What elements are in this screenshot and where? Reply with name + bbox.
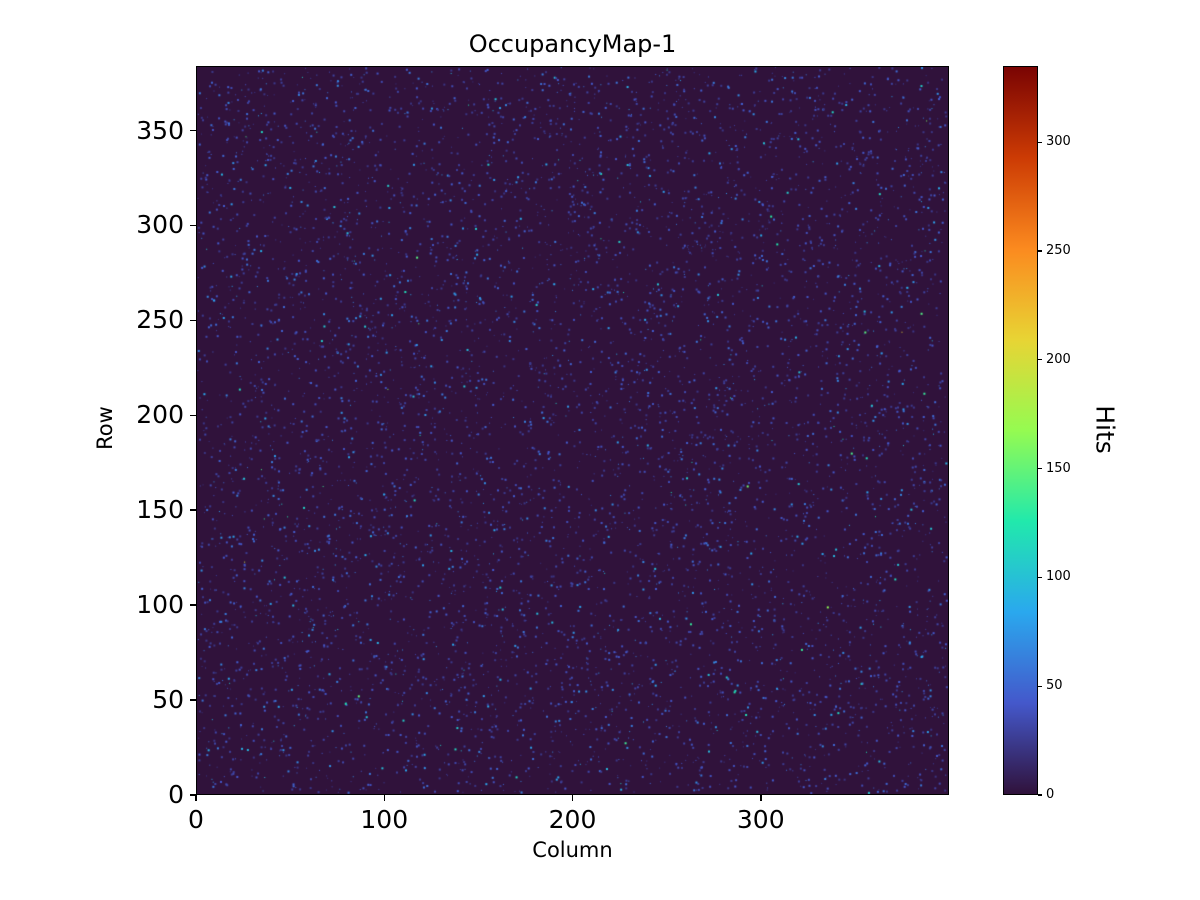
y-tick-label: 0: [168, 780, 184, 809]
colorbar-tick-label: 100: [1046, 569, 1071, 585]
y-axis-label: Row: [93, 406, 117, 450]
y-tick-label: 150: [136, 495, 184, 525]
y-tick: [190, 699, 196, 701]
y-tick-label: 350: [136, 115, 184, 145]
x-tick-label: 200: [548, 805, 597, 834]
colorbar-tick: [1038, 467, 1042, 470]
y-tick-label: 300: [136, 210, 184, 240]
colorbar-tick-label: 150: [1046, 460, 1071, 476]
plot-area: [196, 66, 949, 795]
heatmap-canvas: [197, 67, 948, 794]
y-tick-label: 250: [136, 305, 184, 335]
colorbar-tick-label: 300: [1046, 134, 1071, 150]
y-tick-label: 100: [136, 590, 184, 620]
colorbar-tick: [1038, 576, 1042, 578]
x-tick-label: 100: [360, 805, 409, 834]
colorbar-label: Hits: [1090, 405, 1120, 454]
y-tick: [190, 224, 196, 227]
y-tick: [190, 604, 196, 606]
colorbar-tick: [1038, 250, 1042, 252]
y-tick: [190, 414, 196, 417]
x-tick-label: 0: [188, 805, 204, 834]
y-tick-label: 200: [136, 400, 184, 430]
x-tick: [760, 795, 762, 801]
plot-title: OccupancyMap-1: [468, 30, 677, 58]
colorbar-tick: [1038, 141, 1042, 143]
x-tick: [571, 795, 574, 801]
x-tick-label: 300: [736, 805, 785, 834]
colorbar-tick-label: 0: [1046, 787, 1055, 802]
colorbar-tick: [1038, 794, 1042, 796]
x-tick: [195, 795, 197, 801]
y-tick-label: 50: [152, 685, 184, 715]
colorbar-tick: [1038, 359, 1042, 361]
x-axis-label: Column: [532, 838, 613, 862]
y-tick: [190, 794, 196, 796]
x-tick: [383, 795, 385, 801]
colorbar-tick-label: 250: [1046, 242, 1071, 258]
y-tick: [190, 129, 196, 132]
colorbar-tick-label: 200: [1046, 351, 1071, 367]
colorbar-gradient: [1004, 67, 1037, 794]
colorbar: [1003, 66, 1038, 795]
y-tick: [190, 319, 196, 322]
colorbar-tick-label: 50: [1046, 678, 1063, 694]
colorbar-tick: [1038, 685, 1042, 687]
y-tick: [190, 509, 196, 511]
